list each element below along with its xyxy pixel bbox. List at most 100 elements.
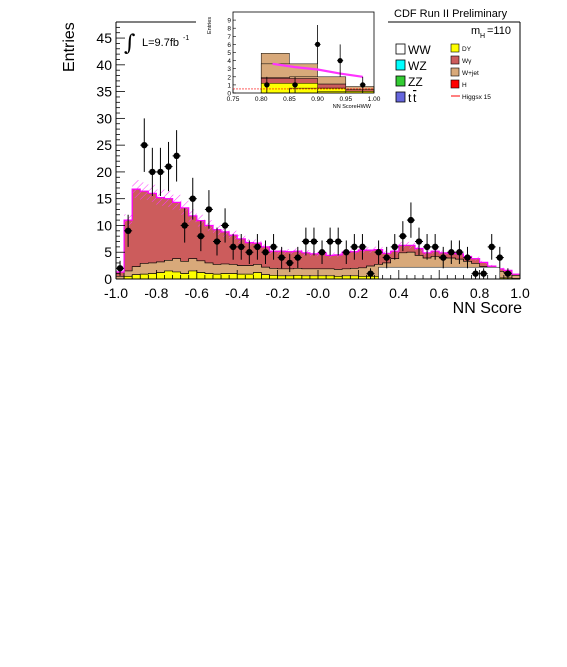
main-plot-area: -1.0 -0.8 -0.6 -0.4 -0.2 -0.0 0.2 0.4 0.6 0.8 1.00… <box>61 21 530 317</box>
data-point <box>157 168 164 176</box>
data-point <box>124 227 132 235</box>
luminosity-label: L=9.7fb <box>142 37 179 49</box>
legend-label-bar: t <box>413 91 417 105</box>
data-point <box>383 254 390 261</box>
data-point <box>205 206 213 213</box>
y-tick-label: 40 <box>96 57 112 73</box>
data-point <box>310 238 318 245</box>
x-tick-label: -0.8 <box>144 285 168 301</box>
data-point <box>335 238 342 245</box>
data-point <box>221 222 229 229</box>
inset-x-tick-label: 0.75 <box>227 96 240 103</box>
integral-symbol: ∫ <box>124 31 136 56</box>
data-point <box>456 249 463 256</box>
y-tick-label: 5 <box>104 244 112 260</box>
data-point <box>359 243 366 251</box>
data-point <box>189 195 196 202</box>
data-point <box>464 254 471 261</box>
y-tick-label: 25 <box>96 137 112 153</box>
data-point <box>480 270 487 277</box>
data-point <box>326 238 334 245</box>
legend-label: W+jet <box>462 70 479 77</box>
y-tick-label: 35 <box>96 84 112 100</box>
y-axis-title: Entries <box>61 22 78 72</box>
x-tick-label: -1.0 <box>104 285 128 301</box>
data-point <box>391 243 398 251</box>
data-point <box>246 249 253 256</box>
inset-y-tick-label: 9 <box>227 18 231 25</box>
data-point <box>343 249 350 256</box>
data-point <box>254 243 261 251</box>
inset-y-axis-title: Entries <box>207 17 213 34</box>
y-tick-label: 15 <box>96 191 112 207</box>
legend-swatch <box>450 79 460 89</box>
legend: WW WZ ZZ t t DY Wγ W+jet H Higgsx 15 <box>393 38 513 105</box>
inset-data-point <box>360 82 366 88</box>
data-point <box>278 254 285 261</box>
data-point <box>173 152 180 160</box>
data-point <box>229 243 237 251</box>
inset-y-tick-label: 6 <box>227 42 231 49</box>
inset-y-tick-label: 3 <box>227 66 231 73</box>
data-point <box>423 243 431 251</box>
data-point <box>213 238 221 245</box>
legend-label: Higgsx 15 <box>462 94 491 101</box>
x-axis-title: NN Score <box>453 300 522 317</box>
luminosity-exponent: -1 <box>183 35 189 42</box>
inset-y-tick-label: 0 <box>227 91 231 98</box>
inset-data-point <box>264 82 270 88</box>
data-point <box>488 243 495 251</box>
data-point <box>262 249 269 256</box>
inset-x-tick-label: 0.80 <box>255 96 268 103</box>
data-point <box>149 168 156 176</box>
legend-swatch <box>395 59 406 71</box>
mass-value: =110 <box>487 25 511 37</box>
legend-swatch <box>450 43 460 53</box>
data-point <box>415 238 423 245</box>
legend-swatch <box>395 75 406 87</box>
inset-higgs-signal <box>272 62 363 78</box>
inset-y-tick-label: 4 <box>227 58 231 65</box>
data-point <box>496 254 503 261</box>
legend-label: DY <box>462 46 472 53</box>
data-point <box>375 249 382 256</box>
y-tick-label: 30 <box>96 110 112 126</box>
y-tick-label: 20 <box>96 164 112 180</box>
x-tick-label: 1.0 <box>510 285 530 301</box>
legend-label: Wγ <box>462 58 472 65</box>
data-point <box>116 265 124 272</box>
legend-swatch <box>395 43 406 55</box>
inset-data-point <box>315 41 321 48</box>
inset-x-tick-label: 0.90 <box>311 96 324 103</box>
data-point <box>448 249 455 256</box>
data-point <box>351 243 358 251</box>
legend-label: ZZ <box>408 75 423 89</box>
inset-data-point <box>337 58 343 64</box>
inset-y-tick-label: 7 <box>227 34 231 41</box>
x-tick-label: 0.2 <box>349 285 369 301</box>
data-point <box>302 238 310 245</box>
data-point <box>367 270 374 277</box>
inset-y-tick-label: 2 <box>227 74 231 81</box>
data-point <box>407 216 415 224</box>
mass-label: m <box>471 25 480 37</box>
data-point <box>318 249 326 256</box>
x-tick-label: 0.4 <box>389 285 409 301</box>
legend-swatch <box>450 55 460 65</box>
legend-label: WZ <box>408 59 427 73</box>
data-point <box>294 254 301 261</box>
x-tick-label: -0.2 <box>266 285 290 301</box>
inset-stack-bin <box>260 78 318 84</box>
inset-x-tick-label: 1.00 <box>368 96 381 103</box>
data-point <box>504 270 512 277</box>
legend-label: WW <box>408 43 431 57</box>
data-point <box>472 270 479 277</box>
data-point <box>238 243 245 251</box>
inset-x-tick-label: 0.95 <box>339 96 352 103</box>
chart-title: CDF Run II Preliminary <box>394 8 508 20</box>
data-point <box>141 141 148 149</box>
legend-label: H <box>462 82 467 89</box>
x-tick-label: -0.0 <box>306 285 330 301</box>
